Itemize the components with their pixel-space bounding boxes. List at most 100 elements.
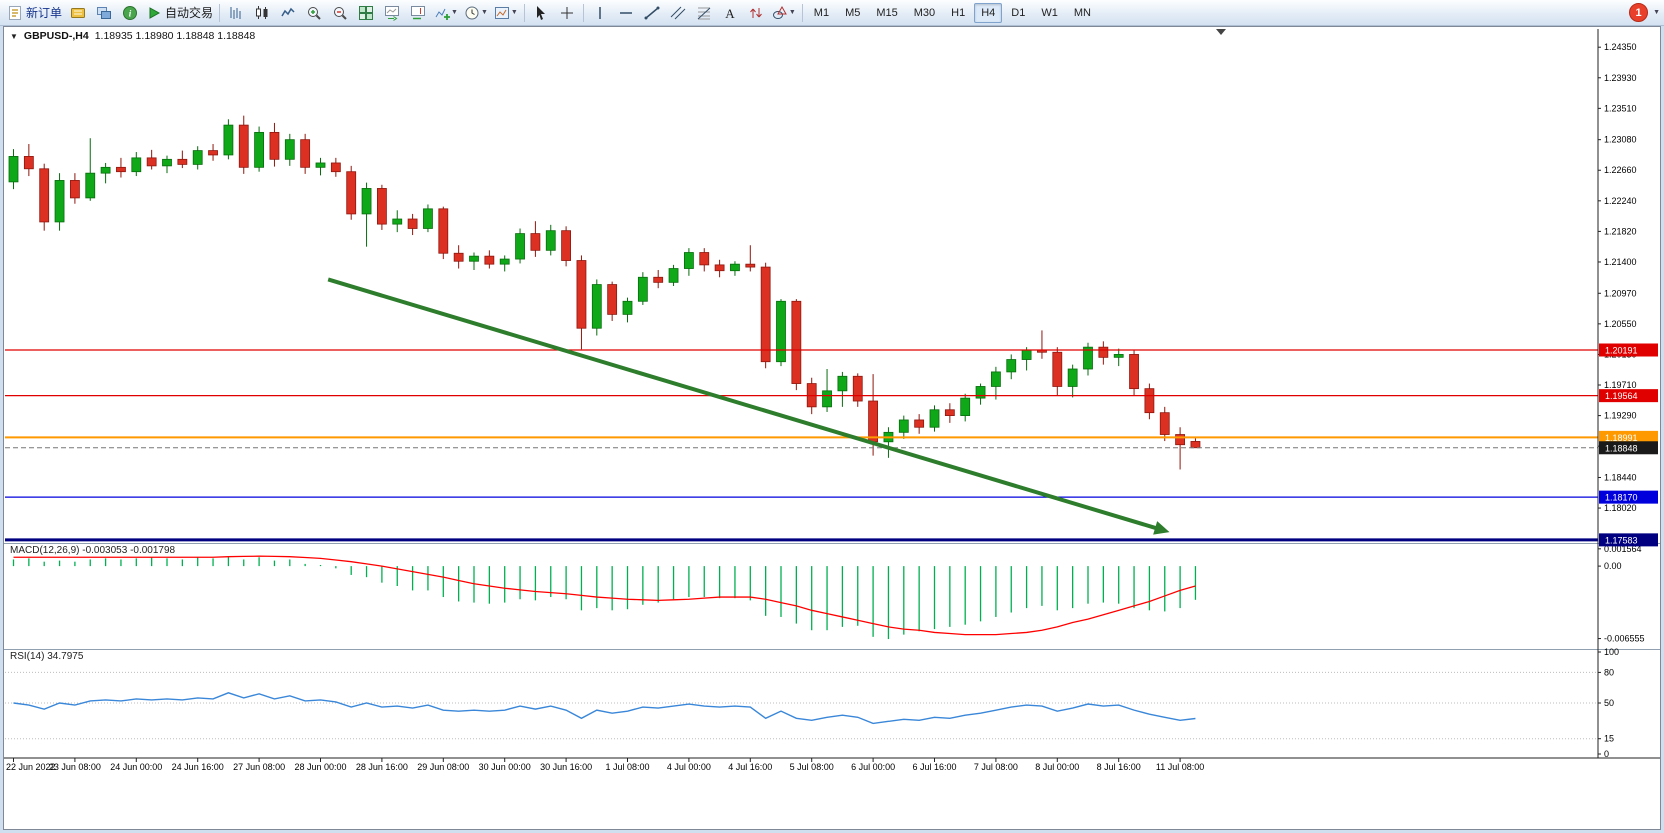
trendline-arrowhead bbox=[1153, 521, 1170, 535]
candle bbox=[423, 208, 433, 229]
candle bbox=[54, 180, 65, 223]
bar-chart-button[interactable] bbox=[223, 2, 249, 24]
candle bbox=[622, 300, 633, 315]
chart-shift-icon bbox=[410, 5, 426, 21]
shapes-button[interactable]: ▼ bbox=[769, 2, 799, 24]
periods-icon bbox=[464, 5, 480, 21]
autotrading-button[interactable]: 自动交易 bbox=[143, 2, 216, 24]
candle bbox=[545, 230, 556, 251]
time-axis-label: 22 Jun 2022 bbox=[6, 762, 56, 772]
price-badge bbox=[1599, 441, 1658, 455]
auto-scroll-button[interactable] bbox=[379, 2, 405, 24]
crosshair-button[interactable] bbox=[554, 2, 580, 24]
candle bbox=[1083, 346, 1093, 370]
candle bbox=[530, 233, 541, 251]
chart-shift-button[interactable] bbox=[405, 2, 431, 24]
charts-gallery-button[interactable] bbox=[65, 2, 91, 24]
chart-symbol-period: GBPUSD-,H4 bbox=[23, 30, 89, 42]
time-axis-label: 30 Jun 16:00 bbox=[540, 762, 592, 772]
rsi-indicator-label: RSI(14) 34.7975 bbox=[10, 651, 84, 662]
candle bbox=[929, 409, 940, 428]
candle bbox=[714, 264, 725, 272]
candle bbox=[131, 157, 142, 173]
chart-shift-marker[interactable] bbox=[1216, 29, 1226, 35]
trendline-button[interactable] bbox=[639, 2, 665, 24]
templates-icon bbox=[494, 5, 510, 21]
price-tick-label: 1.24350 bbox=[1604, 42, 1637, 52]
autotrading-label: 自动交易 bbox=[165, 6, 214, 20]
candle bbox=[822, 390, 832, 408]
chart-window[interactable]: ▼ GBPUSD-,H4 1.18935 1.18980 1.18848 1.1… bbox=[3, 26, 1661, 830]
new-order-button[interactable]: 新订单 bbox=[4, 2, 65, 24]
candle bbox=[837, 375, 848, 392]
price-badge-label: 1.18991 bbox=[1605, 433, 1638, 443]
timeframe-d1-button[interactable]: D1 bbox=[1011, 6, 1026, 19]
timeframe-w1-button[interactable]: W1 bbox=[1041, 6, 1058, 19]
candlestick-chart-icon bbox=[254, 5, 270, 21]
time-axis-label: 28 Jun 00:00 bbox=[294, 762, 346, 772]
line-chart-button[interactable] bbox=[275, 2, 301, 24]
candle bbox=[1098, 346, 1109, 358]
candle bbox=[39, 168, 50, 223]
timeframe-m15-button[interactable]: M15 bbox=[876, 6, 898, 19]
candlestick-chart-button[interactable] bbox=[249, 2, 275, 24]
candle bbox=[607, 284, 618, 315]
horizontal-line-button[interactable] bbox=[613, 2, 639, 24]
new-order-icon bbox=[7, 5, 23, 21]
candle bbox=[376, 188, 387, 225]
new-order-label: 新订单 bbox=[26, 6, 63, 20]
candle bbox=[254, 131, 265, 168]
time-axis-label: 6 Jul 16:00 bbox=[912, 762, 956, 772]
tile-windows-button[interactable] bbox=[353, 2, 379, 24]
chart-canvas[interactable]: 1.24350 1.23930 1.23510 1.23080 1.22660 1.222… bbox=[4, 27, 1660, 829]
text-label-button[interactable]: A bbox=[717, 2, 743, 24]
candle bbox=[684, 252, 694, 269]
timeframe-m5-button[interactable]: M5 bbox=[845, 6, 861, 19]
candle bbox=[1175, 434, 1185, 446]
toolbar-overflow-caret[interactable]: ▼ bbox=[1653, 9, 1660, 16]
candle bbox=[162, 158, 172, 167]
trendline-object[interactable] bbox=[327, 277, 1158, 531]
candle bbox=[499, 258, 510, 265]
fibonacci-retracement-button[interactable] bbox=[691, 2, 717, 24]
candle bbox=[591, 284, 602, 329]
macd-tick-label: 0.001564 bbox=[1604, 544, 1642, 554]
time-axis-label: 28 Jun 16:00 bbox=[356, 762, 408, 772]
candle bbox=[116, 166, 126, 173]
arrow-objects-button[interactable] bbox=[743, 2, 769, 24]
shapes-icon bbox=[772, 5, 788, 21]
timeframe-h1-button[interactable]: H1 bbox=[951, 6, 966, 19]
templates-button[interactable]: ▼ bbox=[491, 2, 521, 24]
toolbar-separator bbox=[523, 3, 525, 22]
price-tick-label: 1.23510 bbox=[1604, 103, 1637, 113]
zoom-in-button[interactable] bbox=[301, 2, 327, 24]
help-button[interactable]: i bbox=[117, 2, 143, 24]
notification-badge[interactable]: 1 bbox=[1629, 3, 1649, 22]
timeframe-mn-button[interactable]: MN bbox=[1073, 6, 1091, 19]
timeframe-m30-button[interactable]: M30 bbox=[913, 6, 936, 19]
candle bbox=[70, 180, 80, 199]
svg-text:A: A bbox=[725, 6, 735, 21]
candle bbox=[1067, 368, 1078, 387]
price-badge bbox=[1599, 430, 1658, 444]
accounts-button[interactable] bbox=[91, 2, 117, 24]
candle bbox=[300, 139, 311, 168]
indicators-button[interactable]: ▼ bbox=[431, 2, 461, 24]
zoom-out-button[interactable] bbox=[327, 2, 353, 24]
candle bbox=[745, 263, 756, 268]
macd-histogram bbox=[12, 556, 1197, 640]
candle bbox=[284, 139, 295, 160]
time-axis-label: 29 Jun 08:00 bbox=[417, 762, 469, 772]
fibonacci-retracement-icon bbox=[696, 5, 712, 21]
price-badge-label: 1.17583 bbox=[1605, 535, 1638, 545]
timeframe-m1-button[interactable]: M1 bbox=[813, 6, 830, 19]
one-click-trading-toggle[interactable]: ▼ bbox=[10, 31, 18, 41]
periods-button[interactable]: ▼ bbox=[461, 2, 491, 24]
cursor-button[interactable] bbox=[528, 2, 554, 24]
candle bbox=[944, 409, 955, 416]
timeframe-h4-button[interactable]: H4 bbox=[974, 2, 1003, 23]
vertical-line-button[interactable] bbox=[587, 2, 613, 24]
time-axis-label: 23 Jun 08:00 bbox=[49, 762, 101, 772]
candle bbox=[975, 386, 986, 399]
equidistant-channel-button[interactable] bbox=[665, 2, 691, 24]
